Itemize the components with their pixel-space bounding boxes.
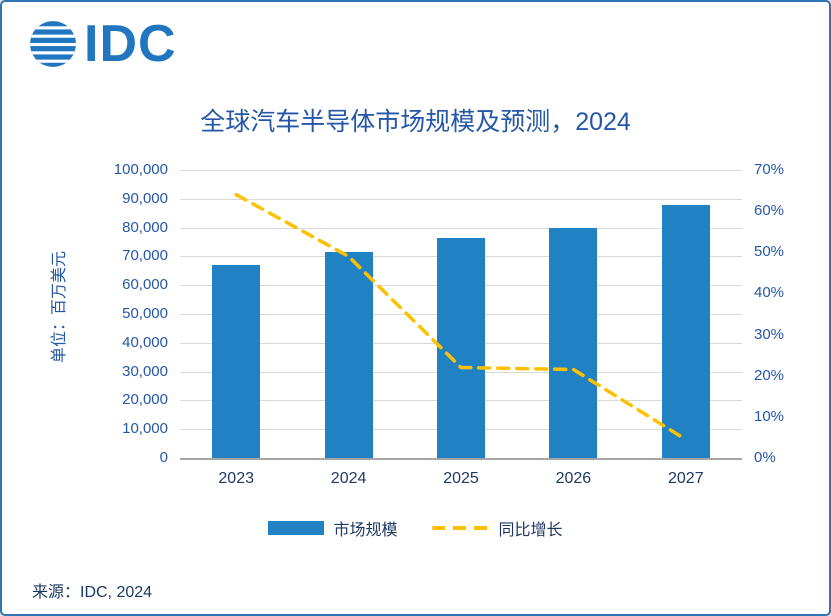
plot-area: 100,000 90,000 80,000 70,000 60,000 50,000 40,… [114, 161, 784, 487]
y-tick-label-right: 10% [754, 407, 785, 425]
y-tick-label-left: 100,000 [113, 161, 168, 178]
y-tick-label-right: 40% [754, 284, 785, 302]
legend: 市场规模 同比增长 [2, 516, 829, 540]
gridline [180, 198, 742, 200]
bar-2023 [212, 265, 261, 458]
y-tick-label-left: 40,000 [122, 333, 168, 351]
y-tick-label-right: 60% [754, 202, 785, 220]
bar-legend-swatch [268, 521, 325, 535]
x-tick-label-2026: 2026 [555, 470, 592, 487]
gridline [180, 227, 742, 229]
idc-logo: IDC [28, 18, 177, 70]
x-tick-label-2024: 2024 [330, 470, 367, 487]
y-tick-label-left: 30,000 [122, 362, 168, 380]
y-tick-label-left: 70,000 [122, 247, 168, 265]
yoy-growth-line [234, 192, 688, 442]
y-tick-label-right: 0% [754, 449, 776, 466]
source-text: 来源：IDC, 2024 [32, 584, 153, 601]
dashed-line-legend-swatch [431, 526, 490, 530]
x-tick-label-2025: 2025 [443, 470, 479, 487]
y-tick-label-left: 50,000 [122, 305, 168, 322]
globe-icon [30, 21, 76, 67]
bar-2027 [661, 204, 710, 458]
chart-title: 全球汽车半导体市场规模及预测，2024 [200, 108, 631, 136]
legend-item-market-size: 市场规模 [268, 516, 398, 540]
y-tick-label-right: 20% [754, 366, 785, 384]
y-tick-label-right: 50% [754, 243, 785, 261]
x-tick-label-2023: 2023 [218, 470, 254, 487]
gridline [180, 170, 742, 171]
y-tick-label-left: 80,000 [122, 218, 168, 236]
legend-label-yoy-growth: 同比增长 [498, 522, 563, 539]
y-tick-label-left: 10,000 [122, 420, 168, 438]
y-tick-label-right: 70% [754, 161, 785, 178]
y-tick-label-left: 0 [159, 449, 168, 466]
bar-2026 [549, 227, 598, 458]
y-tick-label-left: 60,000 [122, 276, 168, 294]
bar-2024 [324, 252, 373, 458]
y-tick-label-right: 30% [754, 325, 785, 343]
y-tick-label-left: 90,000 [122, 189, 168, 207]
bar-2025 [437, 237, 485, 458]
x-tick-label-2027: 2027 [668, 470, 704, 487]
y-axis-title: 单位：百万美元 [51, 250, 68, 364]
legend-label-market-size: 市场规模 [333, 522, 398, 539]
y-tick-label-left: 20,000 [122, 391, 168, 409]
legend-item-yoy-growth: 同比增长 [431, 516, 563, 540]
logo-text: IDC [84, 15, 177, 73]
